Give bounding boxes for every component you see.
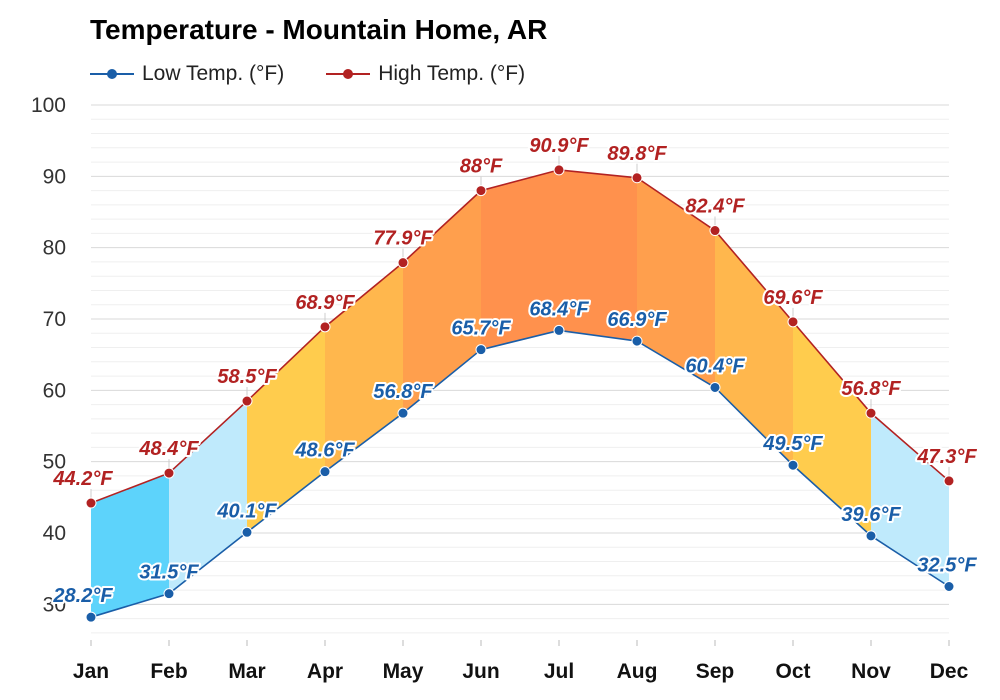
- temp-band-segment: [871, 413, 949, 587]
- low-temp-data-label: 48.6°F: [294, 440, 355, 462]
- high-temp-data-label: 56.8°F: [841, 378, 901, 400]
- low-temp-point: [553, 324, 565, 336]
- low-temp-data-label: 32.5°F: [917, 555, 977, 577]
- x-tick-label: Jan: [73, 660, 109, 683]
- high-temp-data-label: 90.9°F: [529, 135, 589, 157]
- low-temp-data-label: 40.1°F: [216, 500, 277, 522]
- low-temp-data-label: 39.6°F: [841, 504, 901, 526]
- low-temp-point: [631, 335, 643, 347]
- high-temp-point: [709, 225, 721, 237]
- high-temp-point: [553, 164, 565, 176]
- low-temp-point: [943, 581, 955, 592]
- temp-band-segment: [247, 326, 325, 533]
- x-tick-label: Mar: [228, 660, 265, 683]
- temp-band-segment: [403, 190, 481, 414]
- x-tick-label: Jul: [544, 660, 574, 683]
- high-temp-point: [631, 172, 643, 184]
- x-tick-label: Nov: [851, 660, 891, 683]
- high-temp-data-label: 68.9°F: [295, 292, 355, 314]
- low-temp-point: [85, 611, 97, 623]
- low-temp-line: [90, 329, 950, 618]
- high-temp-data-label: 47.3°F: [916, 446, 977, 468]
- temp-band-segment: [91, 473, 169, 618]
- y-tick-label: 90: [43, 165, 66, 188]
- low-temp-point: [475, 344, 487, 356]
- low-temp-point: [865, 530, 877, 542]
- high-temp-line: [90, 169, 950, 504]
- low-temp-point: [241, 526, 253, 538]
- legend-low-label: Low Temp. (°F): [142, 62, 285, 85]
- y-tick-label: 60: [43, 379, 66, 402]
- low-temp-data-label: 31.5°F: [139, 562, 199, 584]
- high-temp-data-label: 69.6°F: [763, 287, 823, 309]
- temp-band-segment: [637, 177, 715, 388]
- high-temp-point: [163, 467, 175, 479]
- x-tick-label: Dec: [930, 660, 969, 683]
- x-tick-label: Aug: [617, 660, 658, 683]
- low-temp-data-label: 65.7°F: [451, 318, 511, 340]
- y-tick-label: 30: [43, 593, 66, 616]
- low-temp-data-label: 60.4°F: [685, 355, 745, 377]
- chart-title: Temperature - Mountain Home, AR: [90, 14, 548, 45]
- y-tick-label: 70: [43, 308, 66, 331]
- low-temp-data-label: 28.2°F: [52, 585, 113, 607]
- high-temp-point: [319, 321, 331, 333]
- low-temp-data-label: 56.8°F: [373, 381, 433, 403]
- high-temp-point: [475, 185, 487, 197]
- legend: Low Temp. (°F) High Temp. (°F): [90, 62, 525, 86]
- legend-item-high: High Temp. (°F): [326, 62, 525, 86]
- high-temp-data-label: 58.5°F: [217, 366, 277, 388]
- legend-low-marker-icon: [90, 69, 134, 79]
- legend-high-label: High Temp. (°F): [378, 62, 526, 85]
- x-tick-label: Sep: [696, 660, 735, 683]
- y-tick-label: 80: [43, 237, 66, 260]
- high-temp-point: [865, 407, 877, 419]
- low-temp-data-label: 68.4°F: [529, 298, 589, 320]
- low-temp-data-label: 66.9°F: [607, 309, 667, 331]
- high-temp-point: [241, 395, 253, 407]
- temp-band-segment: [169, 401, 247, 594]
- low-temp-point: [709, 381, 721, 393]
- high-temp-point: [787, 316, 799, 328]
- high-temp-data-label: 77.9°F: [373, 228, 433, 250]
- low-temp-data-label: 49.5°F: [762, 433, 823, 455]
- low-temp-point: [787, 459, 799, 471]
- y-tick-label: 40: [43, 522, 66, 545]
- x-tick-label: Oct: [775, 660, 810, 683]
- high-temp-data-label: 82.4°F: [685, 196, 745, 218]
- temp-band-segment: [325, 262, 403, 472]
- low-temp-point: [319, 466, 331, 478]
- low-temp-point: [397, 407, 409, 419]
- legend-high-marker-icon: [326, 69, 371, 79]
- y-tick-label: 50: [43, 451, 66, 474]
- x-tick-label: Feb: [150, 660, 187, 683]
- high-temp-point: [85, 497, 97, 509]
- high-temp-data-label: 48.4°F: [138, 438, 199, 460]
- high-temp-point: [397, 257, 409, 269]
- x-tick-label: Apr: [307, 660, 343, 683]
- temp-band-segment: [481, 169, 559, 350]
- high-temp-data-label: 88°F: [460, 156, 503, 178]
- legend-item-low: Low Temp. (°F): [90, 62, 284, 86]
- low-temp-point: [163, 588, 175, 600]
- x-tick-label: Jun: [462, 660, 499, 683]
- high-temp-data-label: 89.8°F: [607, 143, 667, 165]
- y-tick-label: 100: [31, 94, 66, 117]
- high-temp-data-label: 44.2°F: [52, 468, 113, 490]
- x-tick-label: May: [383, 660, 424, 683]
- temp-band-segment: [559, 169, 637, 342]
- high-temp-point: [943, 475, 955, 487]
- temp-band-segment: [715, 230, 793, 466]
